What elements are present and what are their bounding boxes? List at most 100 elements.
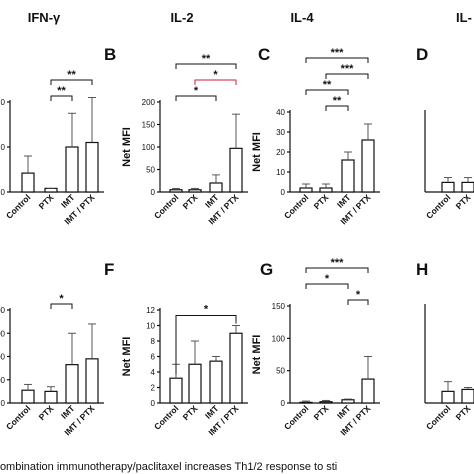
bar-ptx [461, 388, 474, 404]
significance-label: * [213, 69, 218, 81]
bar-imt [209, 182, 223, 193]
bar-ptx [319, 401, 333, 404]
category-label-control: Control [282, 192, 310, 220]
y-axis-label: Net MFI [121, 127, 133, 167]
category-label-control: Control [424, 403, 452, 431]
significance-bracket [175, 95, 217, 101]
y-tick-label: 0 [1, 188, 6, 197]
bar-imt [65, 146, 79, 193]
column-header-il-2: IL-2 [170, 10, 193, 25]
significance-bracket [175, 315, 237, 375]
y-tick-label: 100 [272, 334, 286, 343]
y-tick-label: 0 [151, 399, 156, 408]
bar-control [169, 189, 183, 193]
category-label-ptx: PTX [312, 403, 331, 422]
significance-label: *** [341, 63, 355, 75]
bar-imt-ptx [361, 378, 375, 404]
bar-control [21, 172, 35, 193]
significance-bracket [325, 73, 369, 79]
significance-bracket [50, 79, 93, 85]
bar-ptx [44, 390, 58, 404]
y-tick-label: 00 [0, 376, 6, 385]
y-tick-label: 30 [276, 128, 285, 137]
significance-bracket [194, 79, 237, 85]
bar-ptx [44, 187, 58, 193]
y-tick-label: 0 [281, 188, 286, 197]
bar-ptx [461, 181, 474, 193]
bar-ptx [188, 363, 202, 404]
category-label-ptx: PTX [181, 192, 200, 211]
bar-imt-ptx [361, 139, 375, 193]
y-tick-label: 8 [151, 337, 156, 346]
y-tick-label: 150 [142, 121, 156, 130]
bar-imt-ptx [85, 141, 99, 193]
column-header-ifn-gamma: IFN-γ [28, 10, 61, 25]
significance-label: * [325, 273, 330, 285]
panel-letter: H [416, 260, 428, 279]
significance-label: ** [333, 95, 342, 107]
y-tick-label: 20 [276, 148, 285, 157]
category-label-ptx: PTX [181, 403, 200, 422]
y-tick-label: 40 [276, 108, 285, 117]
category-label-ptx: PTX [454, 403, 473, 422]
bar-imt-ptx [85, 358, 99, 404]
significance-label: ** [57, 85, 66, 97]
significance-label: ** [67, 69, 76, 81]
bar-imt [341, 399, 355, 404]
y-tick-label: 150 [272, 302, 286, 311]
bar-control [441, 181, 455, 193]
panel-letter: F [104, 260, 114, 279]
significance-bracket [175, 63, 237, 69]
column-header-il-partial: IL- [456, 10, 472, 25]
y-tick-label: 0 [281, 399, 286, 408]
category-label-ptx: PTX [37, 403, 56, 422]
y-tick-label: 12 [146, 306, 155, 315]
y-tick-label: 00 [0, 306, 6, 315]
y-tick-label: 0 [1, 399, 6, 408]
category-label-control: Control [152, 192, 180, 220]
bar-imt [65, 364, 79, 404]
y-tick-label: 10 [146, 322, 155, 331]
significance-bracket [50, 95, 73, 101]
y-tick-label: 0 [1, 98, 6, 107]
bar-ptx [319, 187, 333, 193]
y-tick-label: 00 [0, 353, 6, 362]
significance-label: * [356, 289, 361, 301]
panel-letter: B [104, 45, 116, 64]
category-label-ptx: PTX [454, 192, 473, 211]
y-tick-label: 10 [276, 168, 285, 177]
category-label-control: Control [4, 192, 32, 220]
y-tick-label: 0 [151, 188, 156, 197]
significance-bracket [325, 105, 349, 111]
bar-imt-ptx [229, 332, 243, 404]
significance-label: * [204, 304, 209, 316]
y-tick-label: 4 [151, 368, 156, 377]
column-headers: IFN-γ IL-2 IL-4 IL- [28, 10, 472, 25]
bar-ptx [188, 189, 202, 193]
bar-imt-ptx [229, 147, 243, 193]
figure-caption: Combination immunotherapy/paclitaxel inc… [0, 461, 337, 473]
significance-bracket [347, 299, 369, 305]
bar-control [169, 377, 183, 404]
bar-control [299, 187, 313, 193]
bar-control [299, 401, 313, 404]
y-tick-label: 100 [142, 143, 156, 152]
significance-label: ** [323, 79, 332, 91]
y-tick-label: 200 [142, 98, 156, 107]
panel-e: 000000000ControlPTXIMTIMT / PTX* [0, 293, 104, 437]
y-tick-label: 6 [151, 353, 156, 362]
significance-label: *** [331, 257, 345, 269]
y-tick-label: 2 [151, 384, 156, 393]
panel-letter: G [260, 260, 273, 279]
significance-label: * [59, 293, 64, 305]
category-label-control: Control [4, 403, 32, 431]
panel-h: H Control PTX [416, 260, 474, 432]
bar-imt [209, 360, 223, 404]
